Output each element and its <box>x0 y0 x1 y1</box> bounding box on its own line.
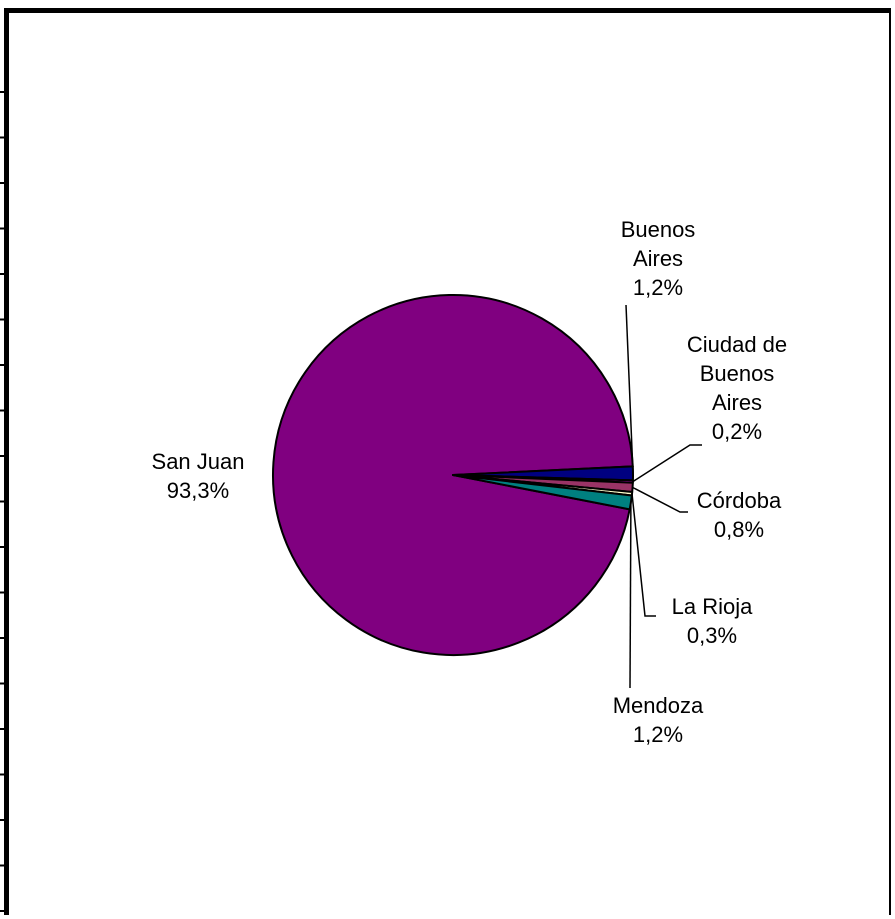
leader-la-rioja <box>631 493 656 617</box>
label-san-juan: San Juan 93,3% <box>152 449 245 503</box>
pie-slices <box>272 294 634 656</box>
leader-ciudad-de-buenos-aires <box>632 444 702 483</box>
slice-labels: San Juan 93,3% Buenos Aires 1,2% Ciudad de Bue… <box>152 217 788 747</box>
leader-cordoba <box>632 486 688 513</box>
leader-mendoza <box>629 502 632 689</box>
left-edge-ticks <box>0 91 6 912</box>
leader-buenos-aires <box>625 304 634 474</box>
label-cordoba: Córdoba 0,8% <box>697 488 782 542</box>
label-buenos-aires: Buenos Aires 1,2% <box>621 217 696 300</box>
leader-lines <box>625 304 702 689</box>
label-mendoza: Mendoza 1,2% <box>613 693 704 747</box>
label-la-rioja: La Rioja 0,3% <box>672 594 753 648</box>
label-ciudad-de-buenos-aires: Ciudad de Buenos Aires 0,2% <box>687 332 787 444</box>
